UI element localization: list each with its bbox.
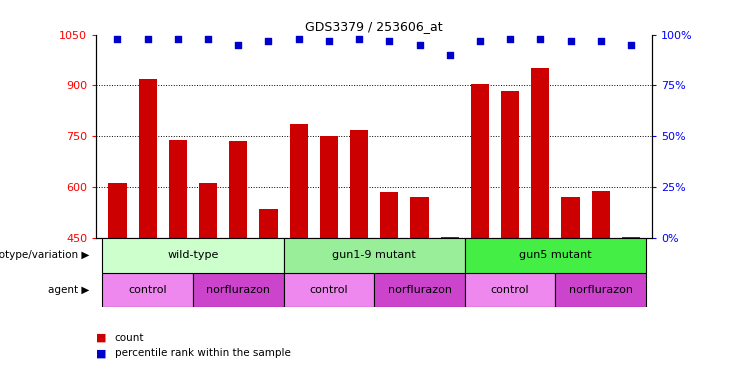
Bar (139, 79, 157, 238)
Bar (284, 273, 374, 307)
Point (142, 36, 153, 42)
Bar (465, 273, 556, 307)
Text: norflurazon: norflurazon (206, 285, 270, 295)
Bar (471, 84, 489, 238)
Point (262, 38, 274, 44)
Point (112, 36, 124, 42)
Text: genotype/variation ▶: genotype/variation ▶ (0, 250, 89, 260)
Bar (465, 238, 646, 273)
Bar (290, 124, 308, 238)
Title: GDS3379 / 253606_at: GDS3379 / 253606_at (305, 20, 443, 33)
Bar (199, 183, 217, 238)
Text: ■: ■ (96, 348, 107, 358)
Bar (193, 273, 284, 307)
Text: wild-type: wild-type (167, 250, 219, 260)
Text: norflurazon: norflurazon (569, 285, 633, 295)
Bar (102, 273, 193, 307)
Bar (259, 209, 278, 238)
Point (625, 42, 637, 48)
Point (233, 42, 245, 48)
Bar (556, 273, 646, 307)
Point (595, 38, 607, 44)
Bar (562, 197, 579, 238)
Point (293, 36, 305, 42)
Bar (350, 129, 368, 238)
Text: control: control (128, 285, 167, 295)
Bar (380, 192, 399, 238)
Text: percentile rank within the sample: percentile rank within the sample (115, 348, 290, 358)
Text: norflurazon: norflurazon (388, 285, 451, 295)
Bar (531, 68, 549, 238)
Bar (374, 273, 465, 307)
Point (474, 38, 486, 44)
Text: gun1-9 mutant: gun1-9 mutant (332, 250, 416, 260)
Text: control: control (310, 285, 348, 295)
Bar (229, 141, 247, 238)
Point (172, 36, 184, 42)
Text: agent ▶: agent ▶ (47, 285, 89, 295)
Bar (622, 237, 640, 238)
Bar (320, 136, 338, 238)
Bar (169, 140, 187, 238)
Text: gun5 mutant: gun5 mutant (519, 250, 592, 260)
Point (504, 36, 516, 42)
Bar (591, 190, 610, 238)
Point (413, 42, 425, 48)
Point (444, 52, 456, 58)
Point (353, 36, 365, 42)
Text: ■: ■ (96, 333, 107, 343)
Bar (411, 197, 428, 238)
Point (323, 38, 335, 44)
Point (202, 36, 214, 42)
Bar (441, 237, 459, 238)
Bar (501, 91, 519, 238)
Bar (284, 238, 465, 273)
Text: count: count (115, 333, 144, 343)
Point (534, 36, 546, 42)
Point (565, 38, 576, 44)
Point (383, 38, 395, 44)
Bar (108, 183, 127, 238)
Bar (102, 238, 284, 273)
Text: control: control (491, 285, 529, 295)
